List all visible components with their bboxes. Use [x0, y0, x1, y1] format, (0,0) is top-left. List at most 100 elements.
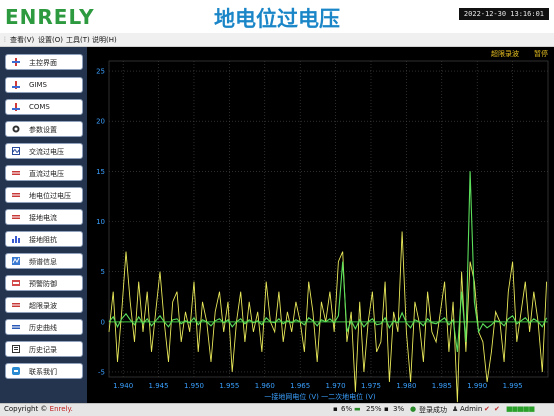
y-tick-label: 15 — [96, 168, 105, 176]
monitor-icon — [12, 58, 20, 66]
spectrum-icon — [12, 257, 20, 265]
x-tick-label: 1.995 — [503, 382, 523, 390]
login-status-icon: ● — [410, 405, 417, 413]
x-tick-label: 1.985 — [432, 382, 452, 390]
cpu-usage: 6% — [341, 405, 353, 413]
gims-icon — [12, 81, 20, 89]
disk-usage: 3% — [393, 405, 405, 413]
sidebar-item-label: 历史记录 — [29, 346, 57, 354]
sidebar-item-label: 联系我们 — [29, 368, 57, 376]
y-tick-label: 25 — [96, 68, 105, 76]
x-tick-label: 1.975 — [361, 382, 381, 390]
sidebar-item-label: GIMS — [29, 81, 47, 89]
y-tick-label: 0 — [101, 318, 105, 326]
sidebar-item-gims[interactable]: GIMS — [5, 77, 83, 93]
ground-current-icon — [12, 215, 20, 219]
sidebar-item-label: 直流过电压 — [29, 170, 64, 178]
contact-icon — [12, 367, 20, 375]
connection-indicators-icon: ■■■■■ — [506, 405, 535, 413]
sidebar-item-history-record[interactable]: 历史记录 — [5, 341, 83, 357]
y-tick-label: -5 — [98, 368, 105, 376]
y-tick-label: 10 — [96, 218, 105, 226]
memory-icon: ▬ — [354, 405, 361, 413]
user-name: Admin — [460, 405, 483, 413]
title-bar: ENRELY 地电位过电压 2022-12-30 13:16:01 — [0, 0, 554, 33]
gear-icon — [12, 125, 20, 133]
sidebar-item-label: 交流过电压 — [29, 148, 64, 156]
sidebar-item-label: 历史曲线 — [29, 324, 57, 332]
sidebar-item-label: 预警防御 — [29, 280, 57, 288]
menu-bar: ⋮ 查看(V) 设置(O) 工具(T) 说明(H) — [0, 33, 554, 47]
ground-potential-icon — [12, 193, 20, 197]
overlimit-record-button[interactable]: 超限录波 — [491, 49, 519, 58]
sidebar-item-label: 接地阻抗 — [29, 236, 57, 244]
sidebar-item-dc-overvoltage[interactable]: 直流过电压 — [5, 165, 83, 181]
plot-border — [108, 60, 549, 378]
sidebar-item-parameter-settings[interactable]: 参数设置 — [5, 121, 83, 137]
login-status: 登录成功 — [419, 406, 447, 414]
x-tick-label: 1.970 — [326, 382, 346, 390]
sidebar-item-warning-defense[interactable]: 预警防御 — [5, 275, 83, 291]
cpu-icon: ▪ — [333, 405, 338, 413]
x-tick-label: 1.945 — [149, 382, 169, 390]
x-tick-label: 1.980 — [396, 382, 416, 390]
menu-grip-icon: ⋮ — [2, 36, 8, 43]
sidebar-item-label: 超限录波 — [29, 302, 57, 310]
menu-settings[interactable]: 设置(O) — [38, 36, 63, 44]
alarm-indicator-icon: ✔ — [484, 405, 490, 413]
x-tick-label: 1.955 — [219, 382, 239, 390]
copyright-brand: Enrely. — [49, 405, 73, 413]
user-icon: ♟ — [452, 405, 459, 413]
history-curve-icon — [12, 325, 20, 329]
menu-tools[interactable]: 工具(T) — [66, 36, 90, 44]
sidebar-nav: 主控界面 GIMS COMS 参数设置 交流过电压 直流过电压 地电位过电压 接… — [0, 47, 87, 403]
history-record-icon — [12, 345, 20, 353]
sidebar-item-contact-us[interactable]: 联系我们 — [5, 363, 83, 379]
x-tick-label: 1.950 — [184, 382, 204, 390]
y-tick-label: 20 — [96, 118, 105, 126]
memory-usage: 25% — [366, 405, 382, 413]
sidebar-item-label: 接地电流 — [29, 214, 57, 222]
sidebar-item-ground-current[interactable]: 接地电流 — [5, 209, 83, 225]
sidebar-item-ground-impedance[interactable]: 接地阻抗 — [5, 231, 83, 247]
status-bar: Copyright © Enrely. ▪ 6% ▬ 25% ▪ 3% ● 登录… — [0, 403, 554, 416]
sidebar-item-coms[interactable]: COMS — [5, 99, 83, 115]
x-tick-label: 1.990 — [467, 382, 487, 390]
x-tick-label: 1.940 — [113, 382, 133, 390]
dc-overvoltage-icon — [12, 171, 20, 175]
alert-icon — [12, 280, 20, 286]
sidebar-item-ac-overvoltage[interactable]: 交流过电压 — [5, 143, 83, 159]
warning-indicator-icon: ✔ — [494, 405, 500, 413]
sidebar-item-label: COMS — [29, 103, 50, 111]
enrely-logo: ENRELY — [5, 5, 95, 29]
copyright-prefix: Copyright © — [4, 405, 48, 413]
menu-view[interactable]: 查看(V) — [10, 36, 35, 44]
copyright-text: Copyright © Enrely. — [4, 405, 73, 413]
sidebar-item-spectrum-info[interactable]: 频谱信息 — [5, 253, 83, 269]
record-icon — [12, 303, 20, 307]
sidebar-item-label: 频谱信息 — [29, 258, 57, 266]
page-title: 地电位过电压 — [214, 7, 340, 31]
series-line-secondary-ground — [108, 171, 548, 352]
sidebar-item-ground-potential[interactable]: 地电位过电压 — [5, 187, 83, 203]
y-tick-label: 5 — [101, 268, 105, 276]
sidebar-item-history-curve[interactable]: 历史曲线 — [5, 319, 83, 335]
chart-background — [87, 47, 554, 403]
sidebar-item-label: 参数设置 — [29, 126, 57, 134]
disk-icon: ▪ — [384, 405, 389, 413]
sidebar-item-label: 地电位过电压 — [29, 192, 71, 200]
clock-display: 2022-12-30 13:16:01 — [458, 8, 549, 20]
waveform-chart: 超限录波 暂停 一接地网电位 (V) 一二次地电位 (V) -5 0 5 10 15 20… — [87, 47, 554, 403]
x-tick-label: 1.960 — [255, 382, 275, 390]
x-axis-label: 一接地网电位 (V) 一二次地电位 (V) — [264, 392, 375, 401]
x-tick-label: 1.965 — [290, 382, 310, 390]
menu-help[interactable]: 说明(H) — [92, 36, 117, 44]
bar-chart-icon — [12, 236, 20, 243]
coms-icon — [12, 103, 20, 111]
pause-button[interactable]: 暂停 — [534, 49, 548, 58]
waveform-chart-svg: 超限录波 暂停 一接地网电位 (V) 一二次地电位 (V) -5 0 5 10 15 20… — [87, 47, 554, 403]
sidebar-item-label: 主控界面 — [29, 59, 57, 67]
ac-overvoltage-icon — [12, 147, 20, 155]
sidebar-item-main-control[interactable]: 主控界面 — [5, 54, 83, 70]
sidebar-item-overlimit-record[interactable]: 超限录波 — [5, 297, 83, 313]
